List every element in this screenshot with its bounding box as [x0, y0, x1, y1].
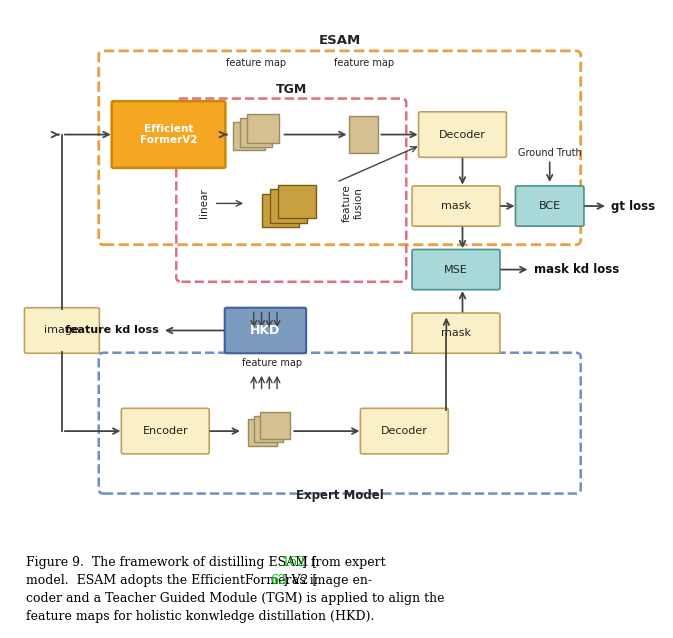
FancyBboxPatch shape [121, 408, 209, 454]
Text: image: image [44, 325, 79, 336]
Text: BCE: BCE [538, 201, 561, 211]
Text: Decoder: Decoder [381, 426, 428, 436]
Text: mask kd loss: mask kd loss [534, 263, 618, 276]
FancyBboxPatch shape [412, 313, 500, 353]
Bar [271, 189, 308, 223]
Text: ] from expert: ] from expert [302, 556, 385, 569]
Text: Ground Truth: Ground Truth [518, 149, 581, 158]
Text: 62: 62 [270, 574, 286, 587]
FancyBboxPatch shape [361, 408, 448, 454]
FancyBboxPatch shape [412, 186, 500, 226]
Text: 162: 162 [281, 556, 305, 569]
Text: ] as image en-: ] as image en- [283, 574, 372, 587]
Bar [279, 185, 316, 218]
Text: Figure 9.  The framework of distilling ESAM [: Figure 9. The framework of distilling ES… [26, 556, 316, 569]
FancyBboxPatch shape [225, 308, 306, 353]
FancyBboxPatch shape [419, 112, 506, 158]
FancyBboxPatch shape [24, 308, 100, 353]
Text: Efficient
FormerV2: Efficient FormerV2 [140, 124, 197, 145]
Text: linear: linear [199, 188, 209, 218]
Text: feature map: feature map [225, 58, 286, 68]
Text: feature map: feature map [242, 357, 302, 367]
Text: HKD: HKD [250, 324, 281, 337]
Bar [260, 412, 289, 439]
Text: model.  ESAM adopts the EfficientFormerV2 [: model. ESAM adopts the EfficientFormerV2… [26, 574, 317, 587]
Text: TGM: TGM [276, 84, 307, 96]
Bar [262, 194, 299, 227]
Text: mask: mask [441, 201, 471, 211]
Text: Decoder: Decoder [439, 130, 486, 140]
Text: Expert Model: Expert Model [296, 489, 384, 502]
FancyBboxPatch shape [516, 186, 584, 226]
Bar [233, 122, 265, 151]
Text: feature
fusion: feature fusion [341, 184, 364, 222]
Text: feature map: feature map [334, 58, 394, 68]
Text: mask: mask [441, 328, 471, 338]
Bar [349, 116, 378, 153]
Bar [254, 416, 283, 442]
Bar [248, 419, 277, 446]
Text: ESAM: ESAM [318, 34, 361, 47]
Text: feature kd loss: feature kd loss [65, 325, 159, 336]
FancyBboxPatch shape [412, 249, 500, 290]
FancyBboxPatch shape [112, 101, 225, 168]
Text: MSE: MSE [444, 265, 468, 274]
Text: gt loss: gt loss [611, 200, 656, 212]
Text: coder and a Teacher Guided Module (TGM) is applied to align the: coder and a Teacher Guided Module (TGM) … [26, 592, 444, 605]
Bar [240, 118, 272, 147]
Text: Encoder: Encoder [143, 426, 188, 436]
Bar [247, 114, 279, 143]
Text: feature maps for holistic konwledge distillation (HKD).: feature maps for holistic konwledge dist… [26, 610, 374, 623]
